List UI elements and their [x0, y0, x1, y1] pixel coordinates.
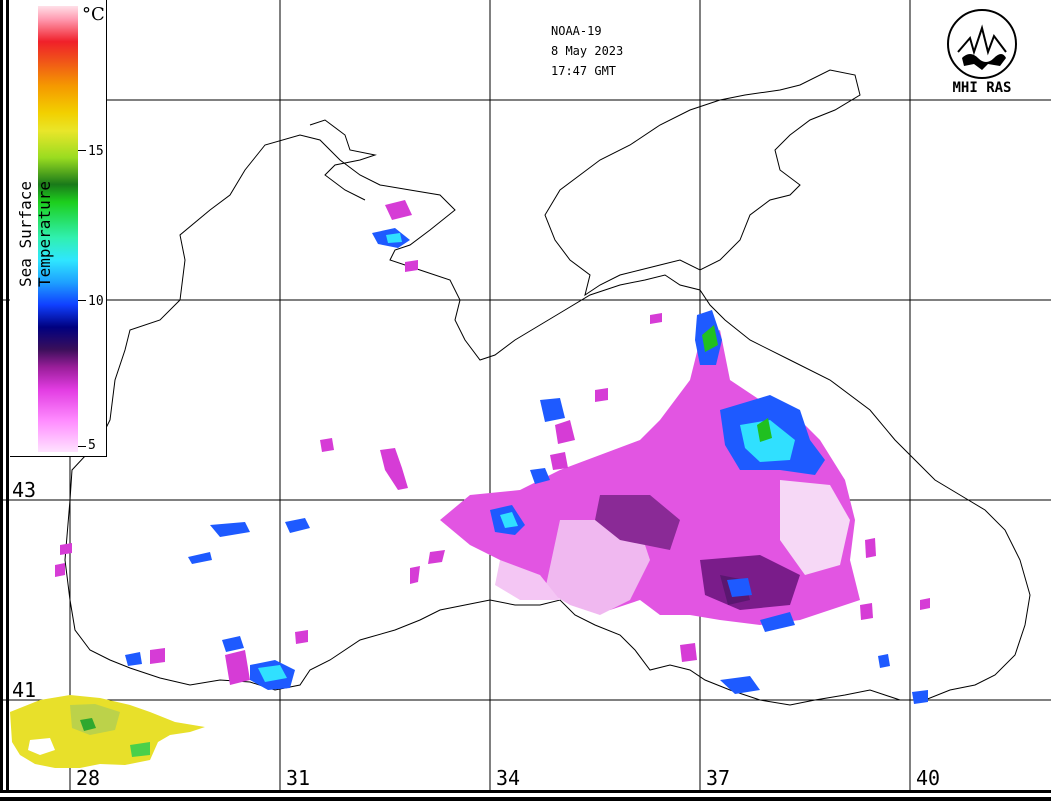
image-date: 8 May 2023	[551, 44, 624, 58]
sst-field	[55, 200, 930, 704]
legend-tick-10: 10	[88, 294, 104, 309]
lon-label-37: 37	[706, 766, 731, 790]
lon-label-28: 28	[76, 766, 101, 790]
lon-label-40: 40	[916, 766, 941, 790]
legend-unit: °C	[82, 4, 105, 25]
sst-legend: Sea Surface Temperature °C 15 10 5	[10, 0, 107, 457]
land-temperature	[10, 695, 205, 768]
legend-tick-15: 15	[88, 144, 104, 159]
lon-label-31: 31	[286, 766, 311, 790]
image-time: 17:47 GMT	[551, 64, 617, 78]
mhi-ras-logo: MHI RAS	[944, 8, 1020, 98]
lat-label-43: 43	[12, 478, 37, 502]
color-scale-bar	[38, 6, 78, 452]
satellite-name: NOAA-19	[551, 24, 602, 38]
legend-title: Sea Surface Temperature	[16, 181, 54, 287]
lon-label-34: 34	[496, 766, 521, 790]
lat-label-41: 41	[12, 678, 37, 702]
legend-tick-5: 5	[88, 438, 96, 453]
logo-text: MHI RAS	[952, 80, 1012, 96]
coastline	[64, 134, 1031, 706]
